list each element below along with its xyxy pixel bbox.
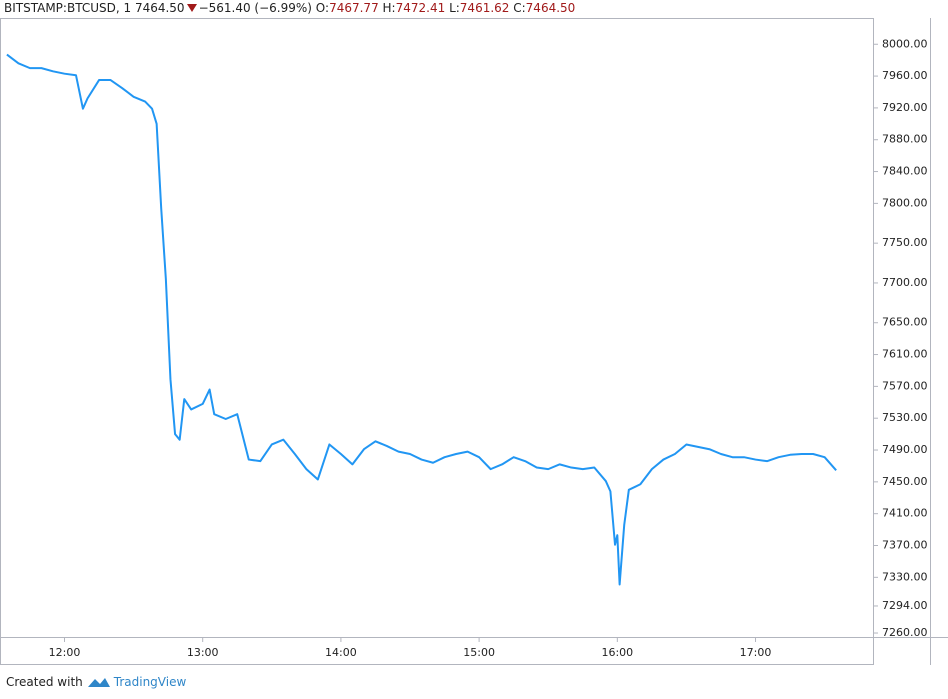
y-tick-label: 7410.00 <box>882 507 928 520</box>
chart-frame <box>0 18 874 665</box>
footer: Created with TradingView <box>6 675 186 689</box>
ohlc-label: H: <box>382 1 396 15</box>
y-tick-label: 7570.00 <box>882 379 928 392</box>
ohlc-label: L: <box>449 1 460 15</box>
ohlc-value: 7467.77 <box>329 1 379 15</box>
y-tick-label: 7700.00 <box>882 276 928 289</box>
last-price: 7464.50 <box>134 1 185 15</box>
x-tick-label: 17:00 <box>740 646 772 659</box>
x-tick-label: 12:00 <box>49 646 81 659</box>
y-tick-label: 7370.00 <box>882 539 928 552</box>
y-tick-label: 7650.00 <box>882 316 928 329</box>
y-tick-label: 7330.00 <box>882 570 928 583</box>
ohlc-label: O: <box>315 1 330 15</box>
footer-brand: TradingView <box>113 675 187 689</box>
y-tick-label: 7800.00 <box>882 196 928 209</box>
legend-header: BITSTAMP:BTCUSD, 1 7464.50 −561.40 (−6.99… <box>4 0 575 18</box>
y-tick-label: 7294.00 <box>882 599 928 612</box>
y-tick-label: 7610.00 <box>882 348 928 361</box>
x-tick-label: 13:00 <box>187 646 219 659</box>
y-tick-label: 7880.00 <box>882 133 928 146</box>
ohlc-value: 7461.62 <box>459 1 510 15</box>
y-tick-label: 7750.00 <box>882 236 928 249</box>
logo-shape <box>87 678 110 687</box>
symbol: BITSTAMP:BTCUSD, 1 <box>4 1 132 15</box>
y-tick-label: 7530.00 <box>882 411 928 424</box>
x-tick-label: 16:00 <box>601 646 633 659</box>
down-arrow <box>186 4 197 12</box>
ohlc-value: 7472.41 <box>395 1 446 15</box>
ohlc-value: 7464.50 <box>525 1 576 15</box>
y-tick-label: 7450.00 <box>882 475 928 488</box>
change: −561.40 (−6.99%) <box>198 1 312 15</box>
ohlc-label: C: <box>513 1 526 15</box>
y-tick-label: 8000.00 <box>882 37 928 50</box>
y-tick-label: 7260.00 <box>882 626 928 639</box>
brand-logo <box>87 678 110 687</box>
y-tick-label: 7840.00 <box>882 165 928 178</box>
footer-text: Created with <box>6 675 83 689</box>
x-tick-label: 15:00 <box>463 646 495 659</box>
x-tick-label: 14:00 <box>325 646 357 659</box>
y-tick-label: 7960.00 <box>882 69 928 82</box>
ohlc: O:7467.77 H:7472.41 L:7461.62 C:7464.50 <box>316 1 576 15</box>
price-line <box>6 53 837 586</box>
y-tick-label: 7490.00 <box>882 443 928 456</box>
y-tick-label: 7920.00 <box>882 101 928 114</box>
